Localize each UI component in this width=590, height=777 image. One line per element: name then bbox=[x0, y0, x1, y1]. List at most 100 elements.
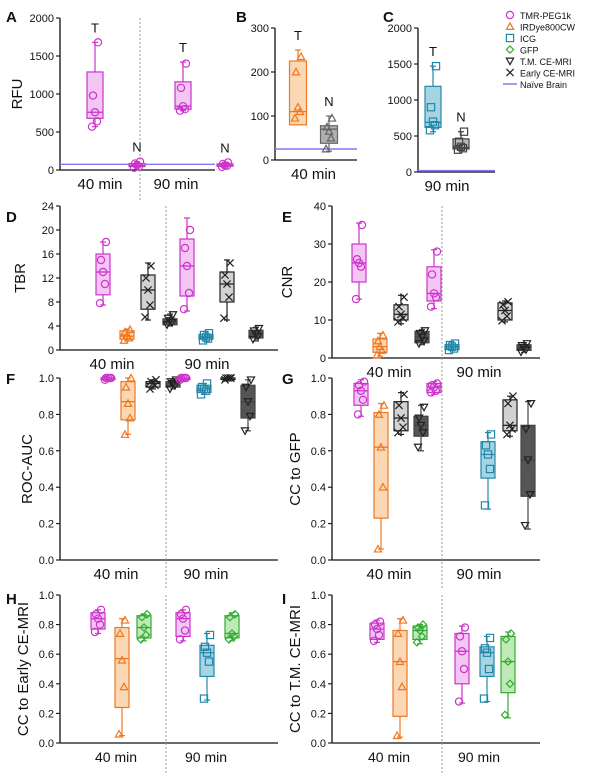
y-tick-label: 0.0 bbox=[311, 555, 326, 567]
x-group-label: 90 min bbox=[456, 364, 501, 381]
panel-F: F 0.0 0.2 0.4 0.6 0.8 1.0 ROC-AUC 40 min 90 min bbox=[6, 371, 278, 590]
data-point bbox=[396, 310, 406, 319]
data-point bbox=[223, 373, 233, 383]
box-body bbox=[114, 626, 130, 709]
data-point bbox=[502, 312, 512, 321]
data-point bbox=[180, 243, 190, 253]
y-axis-label: RFU bbox=[9, 79, 26, 110]
box-tmr-peg1k bbox=[369, 617, 385, 646]
box-irdye800cw bbox=[373, 400, 389, 553]
box-t-m-ce-mri bbox=[414, 327, 430, 349]
y-tick-label: 10 bbox=[314, 315, 326, 327]
data-point bbox=[141, 630, 151, 640]
data-point bbox=[226, 373, 236, 383]
data-point bbox=[356, 386, 366, 395]
box-naive-brain-group: N bbox=[452, 110, 470, 154]
data-point bbox=[428, 117, 438, 126]
data-point bbox=[373, 544, 383, 553]
box-icg bbox=[480, 430, 496, 510]
box-tmr-peg1k bbox=[175, 373, 191, 385]
y-tick-label: 0.2 bbox=[311, 708, 326, 720]
legend-marker bbox=[505, 21, 515, 30]
data-point bbox=[414, 340, 424, 349]
data-point bbox=[100, 279, 110, 289]
y-tick-label: 0 bbox=[263, 155, 269, 167]
y-tick-label: 300 bbox=[251, 23, 269, 35]
data-point bbox=[87, 122, 97, 131]
data-point bbox=[101, 237, 111, 247]
data-point bbox=[139, 623, 149, 633]
legend-marker bbox=[505, 57, 515, 66]
data-point bbox=[506, 629, 516, 638]
y-tick-label: 500 bbox=[394, 131, 412, 143]
data-point bbox=[200, 642, 210, 652]
data-point bbox=[483, 450, 493, 459]
box-early-ce-mri bbox=[393, 293, 409, 326]
data-point bbox=[243, 398, 253, 407]
box-annotation: T bbox=[429, 44, 437, 59]
data-point bbox=[503, 399, 513, 408]
y-tick-label: 0.2 bbox=[39, 708, 54, 720]
box-annotation: T bbox=[294, 28, 302, 43]
data-point bbox=[417, 631, 427, 641]
data-point bbox=[418, 620, 428, 630]
box-annotation: T bbox=[179, 40, 187, 55]
box-early-ce-mri bbox=[220, 373, 236, 384]
y-tick-label: 0.8 bbox=[311, 409, 326, 421]
data-point bbox=[254, 324, 264, 334]
data-point bbox=[202, 648, 212, 657]
data-point bbox=[143, 285, 153, 295]
data-point bbox=[245, 412, 255, 422]
data-point bbox=[88, 91, 98, 100]
data-point bbox=[415, 329, 425, 339]
data-point bbox=[185, 225, 195, 235]
legend-marker bbox=[505, 33, 515, 43]
y-tick-label: 0.8 bbox=[39, 409, 54, 421]
y-tick-label: 500 bbox=[36, 127, 54, 139]
legend-marker bbox=[505, 45, 515, 54]
data-point bbox=[227, 629, 237, 638]
box-early-ce-mri bbox=[219, 258, 235, 323]
data-point bbox=[326, 133, 336, 142]
data-point bbox=[181, 605, 191, 615]
data-point bbox=[419, 403, 429, 412]
data-point bbox=[204, 657, 214, 666]
data-point bbox=[454, 697, 464, 706]
legend-marker bbox=[505, 10, 515, 20]
data-point bbox=[526, 400, 536, 409]
data-point bbox=[175, 635, 185, 644]
data-point bbox=[218, 159, 228, 169]
data-point bbox=[229, 631, 239, 641]
box-early-ce-mri bbox=[145, 375, 161, 393]
y-tick-label: 1000 bbox=[30, 89, 54, 101]
x-group-label: 90 min bbox=[153, 176, 198, 193]
data-point bbox=[373, 336, 383, 345]
y-tick-label: 40 bbox=[314, 201, 326, 213]
y-tick-label: 12 bbox=[42, 273, 54, 285]
panel-G: G 0.0 0.2 0.4 0.6 0.8 1.0 CC to GFP 40 min 90 min bbox=[282, 371, 540, 590]
data-point bbox=[479, 694, 489, 703]
data-point bbox=[359, 377, 369, 386]
data-point bbox=[181, 59, 191, 68]
data-point bbox=[376, 442, 386, 451]
data-point bbox=[125, 413, 135, 422]
legend-label: IRDye800CW bbox=[520, 23, 576, 33]
data-point bbox=[120, 429, 130, 438]
data-point bbox=[414, 414, 424, 423]
data-point bbox=[93, 38, 103, 47]
data-point bbox=[90, 627, 100, 637]
box-body bbox=[219, 271, 235, 303]
data-point bbox=[395, 656, 405, 666]
data-point bbox=[525, 491, 535, 500]
box-tmr-peg1k bbox=[426, 247, 442, 311]
data-point bbox=[145, 384, 155, 393]
data-point bbox=[398, 615, 408, 624]
y-tick-label: 4 bbox=[48, 321, 54, 333]
box-body bbox=[393, 401, 409, 432]
data-point bbox=[225, 258, 235, 268]
data-point bbox=[95, 620, 105, 629]
data-point bbox=[398, 423, 408, 432]
y-tick-label: 0.4 bbox=[311, 482, 326, 494]
box-t-m-ce-mri bbox=[516, 340, 532, 357]
y-tick-label: 0.0 bbox=[311, 738, 326, 750]
